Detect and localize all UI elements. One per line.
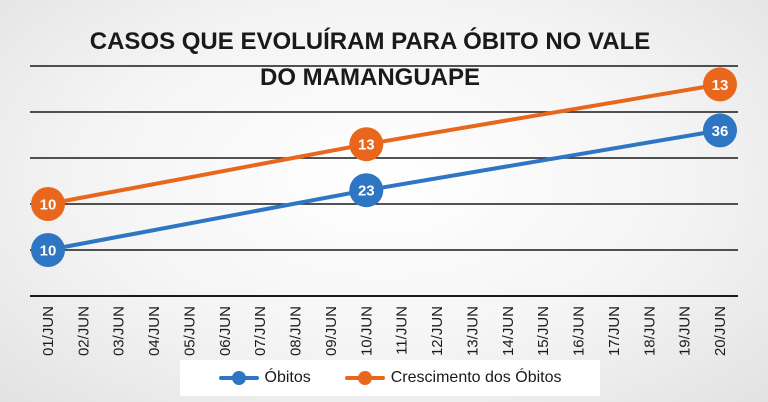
data-point — [31, 187, 65, 221]
data-point — [703, 67, 737, 102]
data-label: 10 — [40, 197, 57, 214]
x-tick-label: 14/JUN — [500, 306, 517, 356]
x-tick-label: 11/JUN — [394, 306, 411, 355]
legend-item-obitos: Óbitos — [218, 369, 311, 387]
x-tick-label: 02/JUN — [75, 306, 92, 356]
legend-item-crescimento: Crescimento dos Óbitos — [344, 369, 562, 387]
x-tick-label: 19/JUN — [677, 306, 694, 356]
data-label: 36 — [712, 123, 729, 140]
data-point — [349, 173, 384, 208]
x-tick-label: 06/JUN — [217, 306, 234, 356]
x-tick-label: 12/JUN — [429, 306, 446, 356]
data-label: 13 — [712, 77, 729, 94]
x-tick-label: 05/JUN — [181, 306, 198, 356]
x-tick-label: 18/JUN — [641, 306, 658, 356]
x-tick-label: 07/JUN — [252, 306, 269, 356]
x-tick-label: 15/JUN — [535, 306, 552, 356]
x-tick-label: 20/JUN — [712, 306, 729, 356]
legend-swatch-obitos — [218, 371, 259, 385]
chart-title-line-1: CASOS QUE EVOLUÍRAM PARA ÓBITO NO VALE — [90, 27, 650, 55]
data-label: 10 — [40, 243, 57, 260]
data-label: 23 — [358, 183, 375, 200]
x-tick-label: 03/JUN — [111, 306, 128, 356]
chart-title-line-2: DO MAMANGUAPE — [260, 64, 480, 91]
data-point — [703, 113, 737, 148]
legend-label-crescimento: Crescimento dos Óbitos — [390, 369, 562, 386]
series-line-0 — [46, 128, 722, 252]
data-point — [349, 127, 384, 162]
x-tick-label: 01/JUN — [40, 306, 57, 356]
data-label: 13 — [358, 137, 375, 154]
x-tick-label: 10/JUN — [358, 306, 375, 356]
x-tick-label: 08/JUN — [288, 306, 305, 356]
x-tick-label: 09/JUN — [323, 306, 340, 356]
x-tick-label: 13/JUN — [464, 306, 481, 356]
data-point — [31, 233, 65, 267]
x-tick-label: 17/JUN — [606, 306, 623, 356]
x-tick-label: 16/JUN — [571, 306, 588, 356]
legend-label-obitos: Óbitos — [264, 369, 311, 386]
x-tick-label: 04/JUN — [146, 306, 163, 356]
legend: Óbitos Crescimento dos Óbitos — [180, 360, 600, 396]
legend-swatch-crescimento — [344, 371, 385, 385]
